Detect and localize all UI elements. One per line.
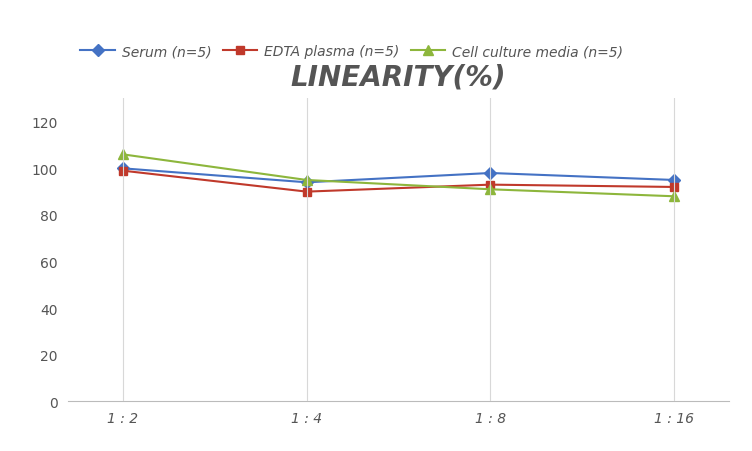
EDTA plasma (n=5) (302, 189, 311, 195)
Serum (n=5) (670, 178, 679, 183)
EDTA plasma (n=5) (486, 183, 495, 188)
EDTA plasma (n=5) (118, 169, 127, 174)
EDTA plasma (n=5) (670, 185, 679, 190)
Cell culture media (n=5) (670, 194, 679, 199)
Line: Cell culture media (n=5): Cell culture media (n=5) (118, 150, 679, 202)
Serum (n=5) (302, 180, 311, 186)
Cell culture media (n=5) (486, 187, 495, 193)
Serum (n=5) (118, 166, 127, 172)
Line: Serum (n=5): Serum (n=5) (119, 165, 678, 187)
Title: LINEARITY(%): LINEARITY(%) (291, 64, 506, 92)
Legend: Serum (n=5), EDTA plasma (n=5), Cell culture media (n=5): Serum (n=5), EDTA plasma (n=5), Cell cul… (74, 40, 629, 65)
Cell culture media (n=5) (302, 178, 311, 183)
Cell culture media (n=5) (118, 152, 127, 158)
Serum (n=5) (486, 171, 495, 176)
Line: EDTA plasma (n=5): EDTA plasma (n=5) (119, 167, 678, 196)
